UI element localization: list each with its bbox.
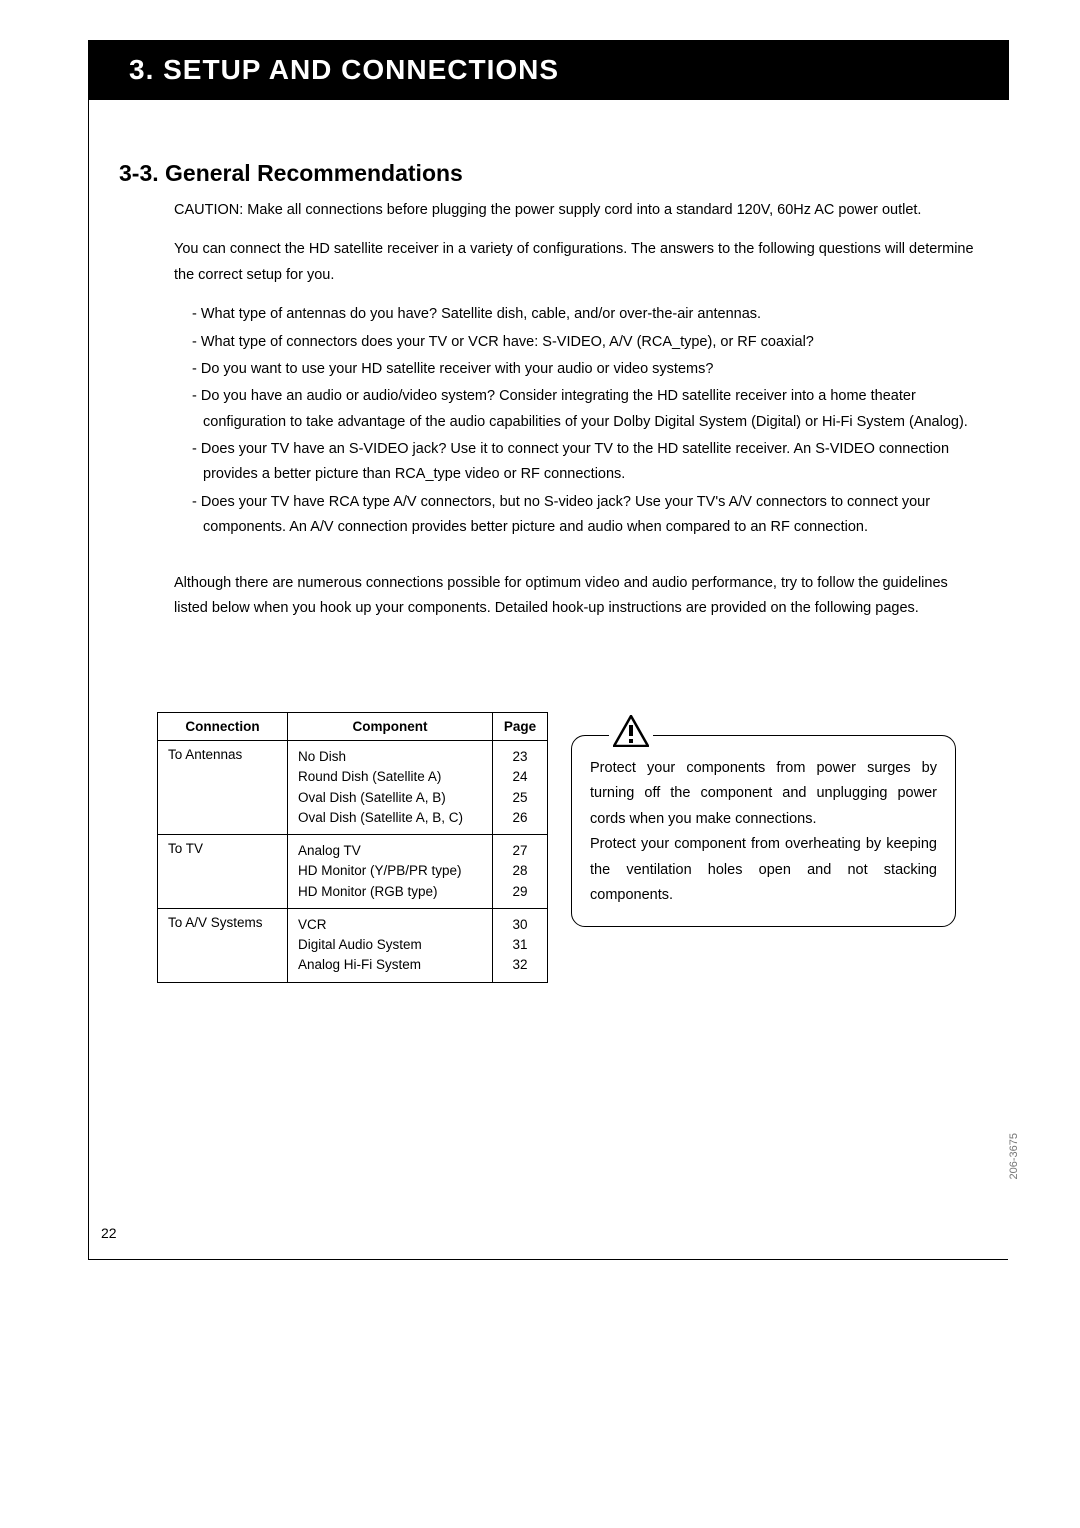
- table-header-page: Page: [493, 713, 548, 741]
- page-line: 26: [503, 808, 537, 828]
- after-list-paragraph: Although there are numerous connections …: [174, 571, 979, 622]
- page-line: 24: [503, 767, 537, 787]
- component-line: VCR: [298, 915, 482, 935]
- component-line: Oval Dish (Satellite A, B, C): [298, 808, 482, 828]
- page-line: 28: [503, 861, 537, 881]
- section-heading: 3-3. General Recommendations: [119, 160, 463, 187]
- intro-paragraph: You can connect the HD satellite receive…: [174, 237, 979, 288]
- cell-connection: To TV: [158, 835, 288, 909]
- list-item: - Does your TV have an S-VIDEO jack? Use…: [192, 437, 979, 488]
- cell-component: VCR Digital Audio System Analog Hi-Fi Sy…: [288, 908, 493, 982]
- cell-page: 27 28 29: [493, 835, 548, 909]
- page-line: 29: [503, 882, 537, 902]
- warning-icon: [609, 710, 653, 752]
- table-row: To A/V Systems VCR Digital Audio System …: [158, 908, 548, 982]
- component-line: Analog Hi-Fi System: [298, 955, 482, 975]
- body-content: CAUTION: Make all connections before plu…: [174, 198, 979, 635]
- table-row: To TV Analog TV HD Monitor (Y/PB/PR type…: [158, 835, 548, 909]
- connection-table: Connection Component Page To Antennas No…: [157, 712, 548, 983]
- warning-text-2: Protect your component from overheating …: [590, 832, 937, 908]
- table-row: To Antennas No Dish Round Dish (Satellit…: [158, 741, 548, 835]
- warning-text-1: Protect your components from power surge…: [590, 756, 937, 832]
- document-code: 206-3675: [1008, 1133, 1020, 1180]
- question-list: - What type of antennas do you have? Sat…: [174, 302, 979, 540]
- list-item: - Do you have an audio or audio/video sy…: [192, 384, 979, 435]
- page-line: 25: [503, 788, 537, 808]
- component-line: Analog TV: [298, 841, 482, 861]
- chapter-banner: 3. SETUP AND CONNECTIONS: [89, 40, 1009, 100]
- cell-page: 23 24 25 26: [493, 741, 548, 835]
- page-line: 30: [503, 915, 537, 935]
- list-item: - Does your TV have RCA type A/V connect…: [192, 490, 979, 541]
- cell-component: Analog TV HD Monitor (Y/PB/PR type) HD M…: [288, 835, 493, 909]
- list-item: - Do you want to use your HD satellite r…: [192, 357, 979, 382]
- warning-box: Protect your components from power surge…: [571, 735, 956, 927]
- list-item: - What type of antennas do you have? Sat…: [192, 302, 979, 327]
- component-line: HD Monitor (Y/PB/PR type): [298, 861, 482, 881]
- cell-connection: To A/V Systems: [158, 908, 288, 982]
- cell-connection: To Antennas: [158, 741, 288, 835]
- page-line: 31: [503, 935, 537, 955]
- page-frame: 3. SETUP AND CONNECTIONS 3-3. General Re…: [88, 40, 1008, 1260]
- component-line: Round Dish (Satellite A): [298, 767, 482, 787]
- page-line: 32: [503, 955, 537, 975]
- cell-component: No Dish Round Dish (Satellite A) Oval Di…: [288, 741, 493, 835]
- table-header-component: Component: [288, 713, 493, 741]
- cell-page: 30 31 32: [493, 908, 548, 982]
- component-line: Digital Audio System: [298, 935, 482, 955]
- page-line: 23: [503, 747, 537, 767]
- chapter-title: 3. SETUP AND CONNECTIONS: [129, 54, 559, 86]
- component-line: Oval Dish (Satellite A, B): [298, 788, 482, 808]
- list-item: - What type of connectors does your TV o…: [192, 330, 979, 355]
- caution-paragraph: CAUTION: Make all connections before plu…: [174, 198, 979, 223]
- component-line: HD Monitor (RGB type): [298, 882, 482, 902]
- table-header-connection: Connection: [158, 713, 288, 741]
- page-number: 22: [101, 1225, 117, 1241]
- page-line: 27: [503, 841, 537, 861]
- component-line: No Dish: [298, 747, 482, 767]
